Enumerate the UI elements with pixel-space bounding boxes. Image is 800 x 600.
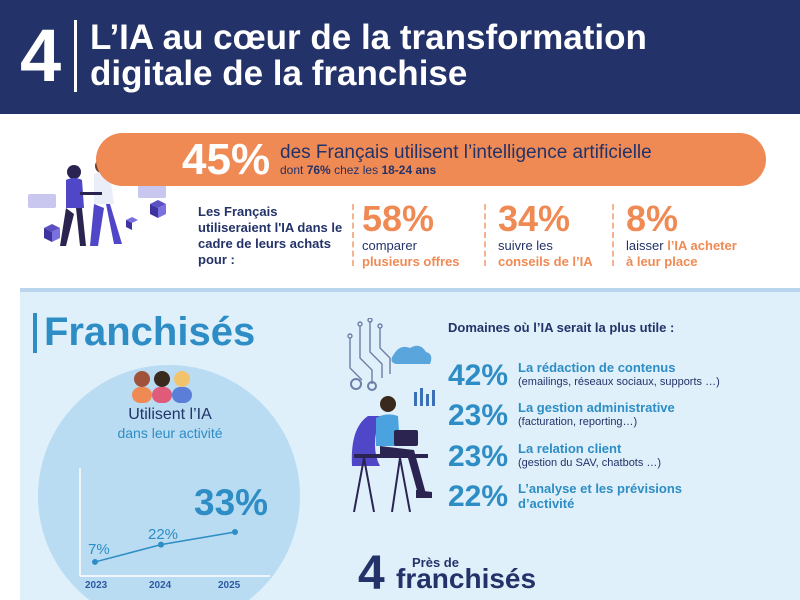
stat-line-b: plusieurs offres <box>362 254 460 269</box>
footer-pres: Près de <box>412 555 459 570</box>
adoption-point-2025 <box>232 529 238 535</box>
highlight-percent: 33% <box>194 482 269 523</box>
point-label-2024: 22% <box>148 526 179 543</box>
stat-line-a: comparer <box>362 238 417 253</box>
usage-pill <box>96 133 766 186</box>
usage-sub-pre: dont <box>280 163 304 177</box>
stat-line-a: laisser l’IA acheter <box>626 238 737 254</box>
header-banner: 4 L’IA au cœur de la transformation digi… <box>0 0 800 114</box>
domain-title: L’analyse et les prévisions d’activité <box>518 481 683 511</box>
domains-title: Domaines où l’IA serait la plus utile : <box>448 320 675 335</box>
title-line-2: digitale de la franchise <box>90 54 468 93</box>
stat-line-a: suivre les <box>498 238 553 253</box>
header-divider <box>74 20 77 92</box>
point-label-2023: 7% <box>88 541 110 558</box>
usage-text: des Français utilisent l’intelligence ar… <box>280 142 652 163</box>
franchises-title-bar <box>33 313 37 353</box>
footer-number: 4 <box>358 547 385 600</box>
section-number: 4 <box>20 14 62 97</box>
group-avatars-icon <box>132 371 192 403</box>
stat-percent: 58% <box>362 198 435 239</box>
adoption-point-2023 <box>92 558 98 565</box>
usage-subtext: dont 76% chez les 18-24 ans <box>280 162 436 178</box>
use-label-line-2: dans leur activité <box>117 425 223 441</box>
franchises-title: Franchisés <box>44 310 256 354</box>
domain-sub: (gestion du SAV, chatbots …) <box>518 457 662 469</box>
domain-title: La rédaction de contenus <box>518 360 676 375</box>
adoption-line-chart <box>79 468 270 577</box>
usage-sub-mid: chez les <box>334 163 379 177</box>
stat-line-b: à leur place <box>626 254 698 269</box>
person-ai-illustration <box>347 318 435 513</box>
use-label-line-1: Utilisent l’IA <box>128 406 212 423</box>
stat-separator <box>484 204 486 266</box>
stat-line-a-accent: l’IA acheter <box>667 238 737 253</box>
page-title: L’IA au cœur de la transformation digita… <box>90 20 647 92</box>
stat-line-a-pre: laisser <box>626 238 664 253</box>
footer-franchises: franchisés <box>396 563 537 594</box>
domain-sub: (emailings, réseaux sociaux, supports …) <box>518 376 720 388</box>
year-2023: 2023 <box>85 580 108 591</box>
stat-separator <box>352 204 354 266</box>
adoption-point-2024 <box>158 541 164 548</box>
stat-advice: 34% suivre les conseils de l’IA <box>498 200 593 270</box>
domain-title: La relation client <box>518 441 622 456</box>
year-2025: 2025 <box>218 580 241 591</box>
usage-sub-76: 76% <box>306 163 331 177</box>
stat-percent: 34% <box>498 198 571 239</box>
domain-percent: 23% <box>448 399 509 432</box>
domain-title: La gestion administrative <box>518 400 675 415</box>
purchases-intro: Les Français utiliseraient l'IA dans le … <box>198 204 343 267</box>
year-2024: 2024 <box>149 580 172 591</box>
stat-buy: 8% laisser l’IA acheter à leur place <box>626 200 737 270</box>
domain-sub: (facturation, reporting…) <box>518 416 638 428</box>
domain-percent: 23% <box>448 440 509 473</box>
stat-separator <box>612 204 614 266</box>
domain-percent: 22% <box>448 480 509 513</box>
stat-percent: 8% <box>626 198 679 239</box>
usage-sub-age: 18-24 ans <box>381 163 437 177</box>
use-label: Utilisent l’IA dans leur activité <box>70 405 270 442</box>
franchises-circle <box>38 365 300 600</box>
usage-percent: 45% <box>182 135 271 184</box>
stat-compare: 58% comparer plusieurs offres <box>362 200 460 270</box>
title-line-1: L’IA au cœur de la transformation <box>90 18 647 57</box>
stat-line-b: conseils de l’IA <box>498 254 593 269</box>
domain-percent: 42% <box>448 359 509 392</box>
